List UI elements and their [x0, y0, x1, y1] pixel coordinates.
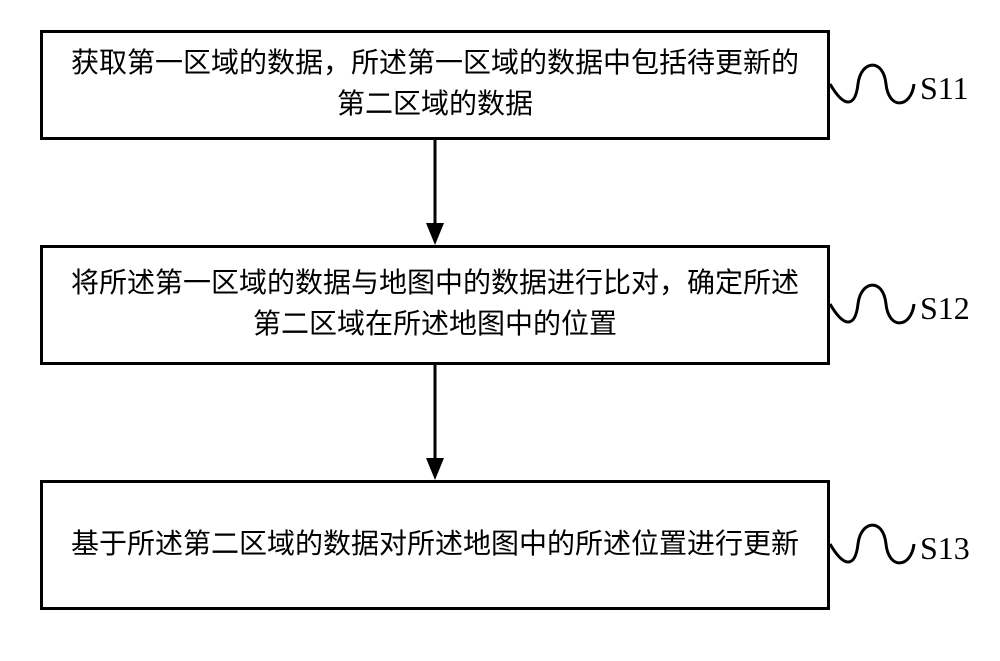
flowchart-canvas: 获取第一区域的数据，所述第一区域的数据中包括待更新的第二区域的数据S11将所述第…: [0, 0, 1000, 661]
arrow-s12-s13: [0, 0, 1000, 661]
